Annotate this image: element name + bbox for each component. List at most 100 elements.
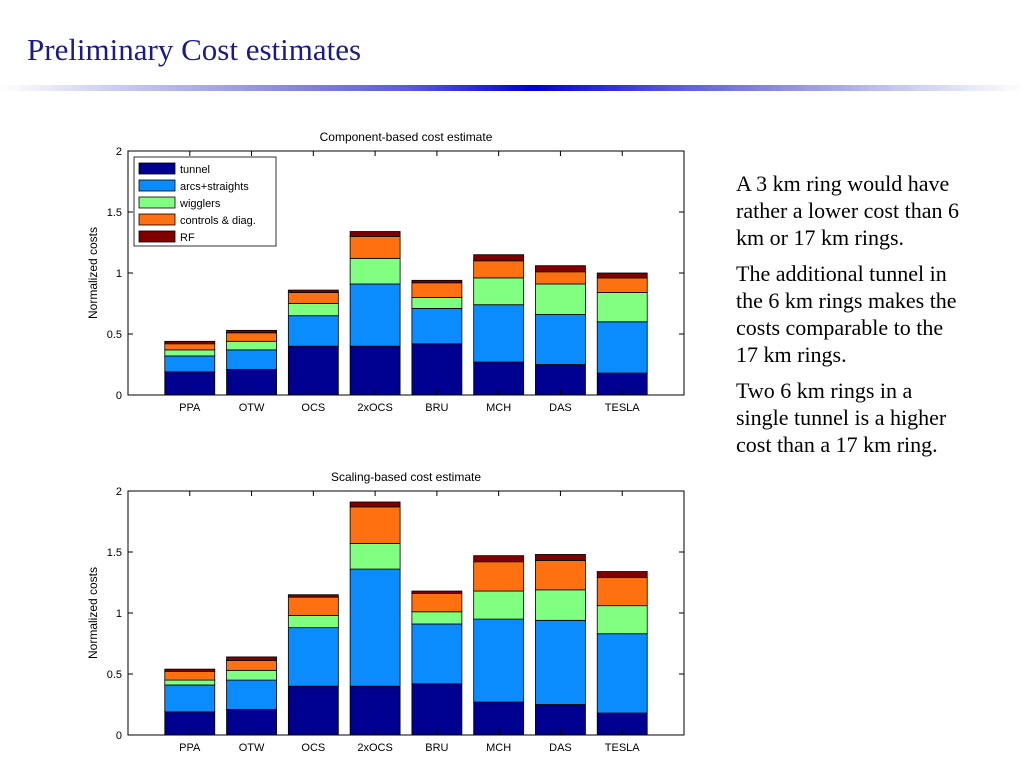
bar-segment-mch-1 xyxy=(473,618,525,703)
bar-segment-das-4 xyxy=(535,554,586,561)
bar-segment-bru-0 xyxy=(411,683,463,736)
bar-segment-ppa-1 xyxy=(164,355,216,373)
bar-segment-mch-2 xyxy=(473,277,525,306)
legend-label-1: arcs+straights xyxy=(180,181,249,193)
x-tick-label: MCH xyxy=(486,742,511,754)
bar-segment-mch-2 xyxy=(473,590,525,620)
chart-legend: tunnel arcs+straights wigglers controls & d… xyxy=(133,156,277,247)
y-tick-label: 1 xyxy=(116,268,122,280)
bar-segment-otw-2 xyxy=(226,340,277,351)
bar-segment-das-4 xyxy=(535,265,586,273)
bar-segment-2xocs-4 xyxy=(349,231,401,237)
x-tick-label: 2xOCS xyxy=(357,402,392,414)
y-tick-label: 2 xyxy=(116,486,122,498)
bar-segment-mch-3 xyxy=(473,260,525,279)
bar-segment-ppa-4 xyxy=(164,340,216,345)
legend-label-0: tunnel xyxy=(180,164,210,176)
bar-segment-bru-0 xyxy=(411,343,463,396)
y-axis-label: Normalized costs xyxy=(86,567,100,659)
bar-segment-das-3 xyxy=(535,560,586,591)
bar-segment-tesla-2 xyxy=(596,292,648,323)
bar-segment-das-2 xyxy=(535,589,586,621)
bar-segment-2xocs-2 xyxy=(349,543,401,570)
bar-segment-tesla-3 xyxy=(596,277,648,293)
y-tick-label: 0 xyxy=(116,730,122,742)
bar-segment-ppa-1 xyxy=(164,684,216,713)
bar-segment-tesla-3 xyxy=(596,577,648,607)
bar-segment-2xocs-4 xyxy=(349,501,401,508)
plot-area xyxy=(128,491,684,735)
x-tick-label: 2xOCS xyxy=(357,742,392,754)
bar-segment-mch-1 xyxy=(473,304,525,363)
bar-segment-das-2 xyxy=(535,283,586,315)
bar-segment-mch-0 xyxy=(473,701,525,736)
commentary-paragraph-2: The additional tunnel in the 6 km rings … xyxy=(736,261,957,367)
y-tick-label: 0.5 xyxy=(107,329,122,341)
bar-segment-2xocs-3 xyxy=(349,236,401,259)
bar-segment-2xocs-1 xyxy=(349,568,401,687)
bar-segment-2xocs-3 xyxy=(349,506,401,544)
bar-segment-mch-4 xyxy=(473,254,525,262)
bar-segment-das-1 xyxy=(535,619,586,705)
bar-segment-ppa-4 xyxy=(164,668,216,672)
bar-segment-bru-3 xyxy=(411,593,463,613)
bar-segment-2xocs-2 xyxy=(349,257,401,285)
x-tick-label: BRU xyxy=(425,742,448,754)
bar-segment-bru-2 xyxy=(411,611,463,625)
bar-segment-ocs-0 xyxy=(287,685,339,736)
bar-segment-2xocs-0 xyxy=(349,345,401,396)
bar-segment-otw-3 xyxy=(226,332,277,342)
bar-segment-ocs-1 xyxy=(287,627,339,687)
x-tick-label: OTW xyxy=(239,742,265,754)
chart-title: Component-based cost estimate xyxy=(320,130,493,144)
bar-segment-ppa-2 xyxy=(164,349,216,357)
bar-segment-2xocs-1 xyxy=(349,283,401,347)
commentary-paragraph-3: Two 6 km rings in a single tunnel is a h… xyxy=(736,378,947,457)
bar-segment-bru-2 xyxy=(411,296,463,309)
bar-segment-otw-4 xyxy=(226,656,277,661)
bar-segment-ppa-3 xyxy=(164,671,216,681)
bar-segment-ocs-1 xyxy=(287,315,339,347)
bar-segment-ocs-4 xyxy=(287,594,339,598)
bar-segment-otw-2 xyxy=(226,669,277,681)
legend-label-3: controls & diag. xyxy=(180,215,256,227)
bar-segment-ocs-0 xyxy=(287,345,339,396)
bar-segment-2xocs-0 xyxy=(349,685,401,736)
legend-label-4: RF xyxy=(180,232,195,244)
x-tick-label: OCS xyxy=(301,742,325,754)
chart-title: Scaling-based cost estimate xyxy=(331,470,481,484)
bar-segment-das-0 xyxy=(535,704,586,736)
legend-swatch-3 xyxy=(138,213,176,226)
bar-segment-bru-1 xyxy=(411,623,463,685)
bar-segment-tesla-1 xyxy=(596,321,648,374)
bar-segment-otw-1 xyxy=(226,679,277,710)
x-tick-label: OCS xyxy=(301,402,325,414)
bar-segment-ppa-3 xyxy=(164,343,216,351)
x-tick-label: DAS xyxy=(549,402,572,414)
y-tick-label: 0.5 xyxy=(107,669,122,681)
x-tick-label: PPA xyxy=(179,402,201,414)
bar-segment-otw-4 xyxy=(226,329,277,334)
legend-swatch-1 xyxy=(138,179,176,192)
plot-frame xyxy=(127,490,685,736)
y-tick-label: 1 xyxy=(116,608,122,620)
y-tick-label: 0 xyxy=(116,390,122,402)
legend-swatch-0 xyxy=(138,162,176,175)
slide-title: Preliminary Cost estimates xyxy=(27,32,362,67)
y-tick-label: 2 xyxy=(116,146,122,158)
bar-segment-mch-0 xyxy=(473,361,525,396)
x-tick-label: BRU xyxy=(425,402,448,414)
bar-segment-bru-4 xyxy=(411,590,463,594)
bar-segment-ocs-2 xyxy=(287,303,339,317)
x-tick-label: OTW xyxy=(239,402,265,414)
y-tick-label: 1.5 xyxy=(107,547,122,559)
chart-svg: Scaling-based cost estimate 0 0.5 1 1.5 2 Norm… xyxy=(86,470,685,754)
bar-segment-ocs-2 xyxy=(287,615,339,629)
legend-label-2: wigglers xyxy=(179,198,221,210)
x-tick-label: PPA xyxy=(179,742,201,754)
bar-segment-bru-4 xyxy=(411,279,463,284)
x-tick-label: TESLA xyxy=(605,402,641,414)
plot-frame xyxy=(127,150,685,396)
title-divider xyxy=(0,85,1024,91)
x-tick-label: DAS xyxy=(549,742,572,754)
